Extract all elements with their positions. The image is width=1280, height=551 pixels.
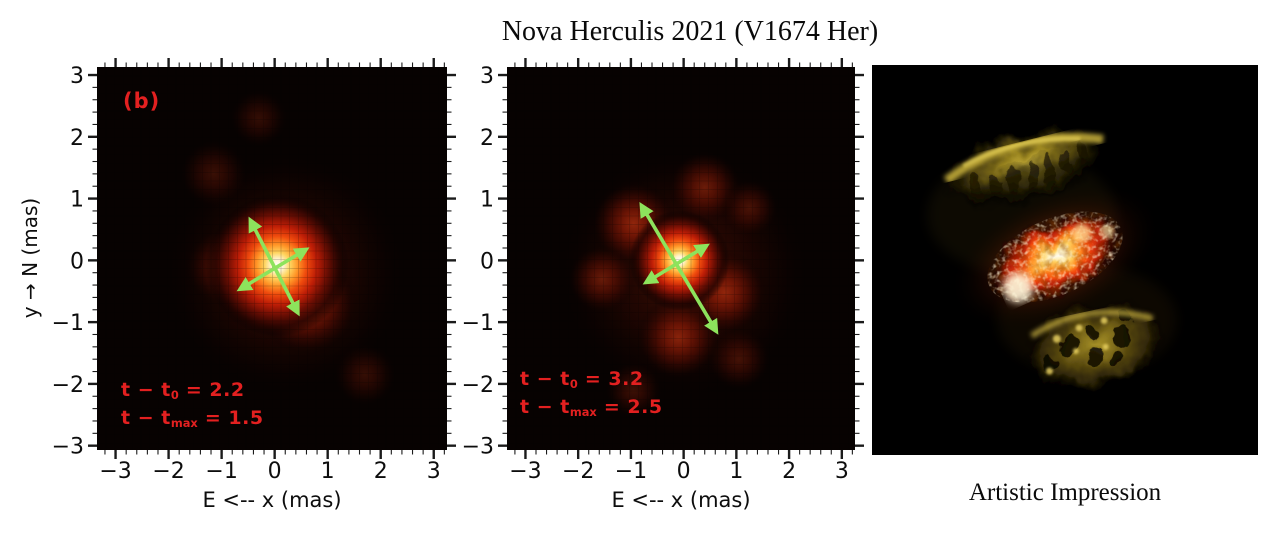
x-tick-label: 0 [268,459,282,484]
y-tick-label: 3 [480,64,494,89]
x-tick-label: 3 [427,459,441,484]
x-tick-label: 1 [729,459,743,484]
bottom-ejecta-lobe [1023,299,1167,391]
y-tick-label: −2 [462,373,494,398]
y-tick-label: 0 [480,249,494,274]
expansion-arrow [248,216,300,317]
x-tick-label: 1 [321,459,335,484]
top-ejecta-lobe [943,124,1107,206]
y-tick-label: 0 [70,249,84,274]
y-tick-label: −3 [52,435,84,460]
y-tick-label: 2 [480,126,494,151]
artistic-impression-caption: Artistic Impression [968,479,1162,506]
artistic-impression-panel [872,65,1258,455]
y-tick-label: −1 [52,311,84,336]
y-tick-label: 2 [70,126,84,151]
central-ellipsoid [949,182,1161,332]
heatmap-left-canvas: −3 −2 −1 0 1 2 3 3 2 1 0 −1 −2 −3 [52,58,456,484]
x-tick-label: −2 [562,459,594,484]
y-tick-label: 1 [480,188,494,213]
artistic-impression-image [872,65,1258,455]
x-tick-label: −3 [99,459,131,484]
heatmap-panel-left: −3 −2 −1 0 1 2 3 3 2 1 0 −1 −2 −3 (b) t − t0 = 2.2 t … [52,58,456,484]
y-tick-label: −1 [462,311,494,336]
annotation-line-t0: t − t0 = 2.2 [121,379,245,402]
x-tick-label: 2 [782,459,796,484]
y-tick-label: −2 [52,373,84,398]
x-tick-label: −1 [205,459,237,484]
x-axis-label-middle: E <-- x (mas) [611,488,751,512]
heatmap-panel-middle: −3 −2 −1 0 1 2 3 3 2 1 0 −1 −2 −3 t − t0 = 3.2 t − tm… [462,58,864,484]
y-tick-label: 1 [70,188,84,213]
time-annotation-middle: t − t0 = 3.2 t − tmax = 2.5 [520,368,663,424]
heatmap-middle-canvas: −3 −2 −1 0 1 2 3 3 2 1 0 −1 −2 −3 [462,58,864,484]
x-tick-label: −2 [152,459,184,484]
x-axis-label-left: E <-- x (mas) [202,488,342,512]
annotation-line-t0: t − t0 = 3.2 [520,368,644,391]
figure-title: Nova Herculis 2021 (V1674 Her) [501,16,879,47]
y-axis-label: y → N (mas) [18,197,42,319]
time-annotation-left: t − t0 = 2.2 t − tmax = 1.5 [121,379,264,435]
expansion-arrow [642,243,710,285]
x-tick-label: 0 [677,459,691,484]
y-tick-label: 3 [70,64,84,89]
annotation-line-tmax: t − tmax = 1.5 [121,406,264,430]
x-tick-label: 3 [835,459,849,484]
annotation-line-tmax: t − tmax = 2.5 [520,395,663,419]
x-tick-label: 2 [374,459,388,484]
y-tick-label: −3 [462,435,494,460]
x-tick-label: −1 [615,459,647,484]
x-tick-label: −3 [509,459,541,484]
panel-label-b: (b) [123,89,161,113]
